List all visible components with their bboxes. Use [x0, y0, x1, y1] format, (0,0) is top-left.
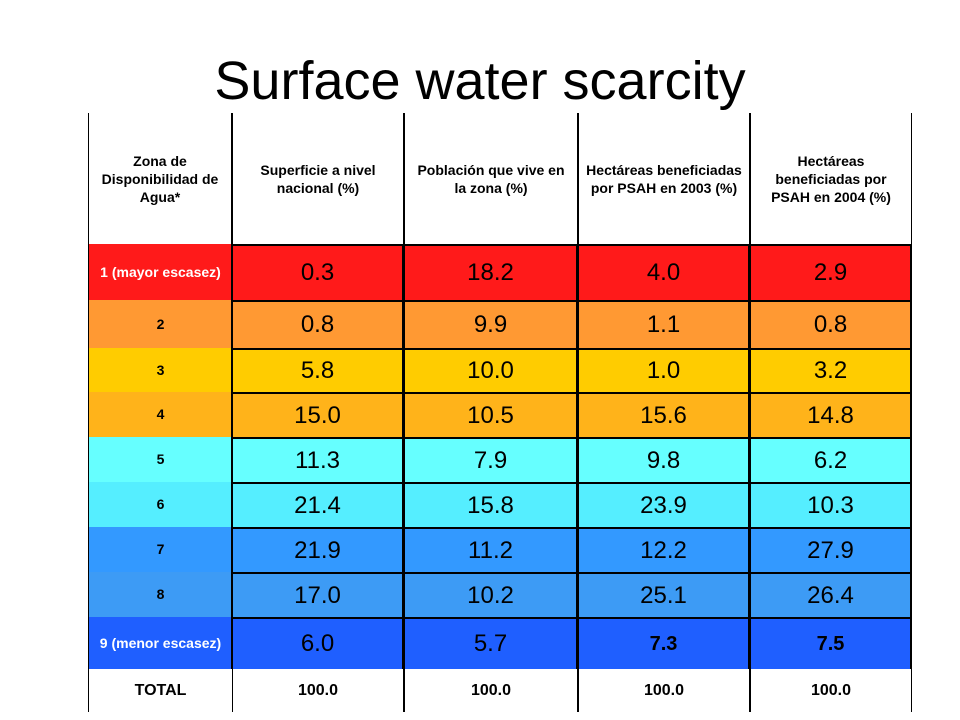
table-cell: 11.2: [403, 527, 578, 574]
table-cell: 12.2: [577, 527, 750, 574]
table-cell: 9.9: [403, 300, 578, 350]
table-cell: 23.9: [577, 482, 750, 529]
table-cell: 0.8: [749, 300, 912, 350]
table-cell: 11.3: [231, 437, 404, 484]
table-cell: 10.2: [403, 572, 578, 619]
table-cell: 5.8: [231, 348, 404, 394]
zone-label: 3: [88, 348, 232, 392]
total-label: TOTAL: [88, 669, 232, 712]
zone-label: 6: [88, 482, 232, 527]
zone-label: 8: [88, 572, 232, 617]
table-cell: 10.0: [403, 348, 578, 394]
table-cell: 7.5: [749, 617, 912, 671]
table-cell: 3.2: [749, 348, 912, 394]
table-cell: 0.3: [231, 244, 404, 302]
table-cell: 10.3: [749, 482, 912, 529]
table-cell: 27.9: [749, 527, 912, 574]
table-cell: 17.0: [231, 572, 404, 619]
column-header: Hectáreas beneficiadas por PSAH en 2003 …: [578, 113, 750, 244]
table-cell: 21.9: [231, 527, 404, 574]
total-cell: 100.0: [750, 669, 912, 712]
column-header: Zona de Disponibilidad de Agua*: [88, 113, 232, 244]
table-cell: 21.4: [231, 482, 404, 529]
table-cell: 0.8: [231, 300, 404, 350]
zone-label: 1 (mayor escasez): [88, 244, 232, 300]
total-cell: 100.0: [404, 669, 578, 712]
table-cell: 7.3: [577, 617, 750, 671]
column-header: Población que vive en la zona (%): [404, 113, 578, 244]
slide-title: Surface water scarcity: [214, 51, 746, 111]
table-cell: 18.2: [403, 244, 578, 302]
table-cell: 1.0: [577, 348, 750, 394]
zone-label: 4: [88, 392, 232, 437]
table-cell: 25.1: [577, 572, 750, 619]
table-cell: 6.2: [749, 437, 912, 484]
table-cell: 10.5: [403, 392, 578, 439]
table-cell: 6.0: [231, 617, 404, 671]
zone-label: 2: [88, 300, 232, 348]
table-cell: 4.0: [577, 244, 750, 302]
total-cell: 100.0: [578, 669, 750, 712]
table-cell: 14.8: [749, 392, 912, 439]
column-header: Superficie a nivel nacional (%): [232, 113, 404, 244]
column-header: Hectáreas beneficiadas por PSAH en 2004 …: [750, 113, 912, 244]
table-cell: 15.8: [403, 482, 578, 529]
table-cell: 26.4: [749, 572, 912, 619]
zone-label: 7: [88, 527, 232, 572]
zone-label: 5: [88, 437, 232, 482]
table-cell: 15.6: [577, 392, 750, 439]
table-cell: 2.9: [749, 244, 912, 302]
zone-label: 9 (menor escasez): [88, 617, 232, 669]
total-cell: 100.0: [232, 669, 404, 712]
table-cell: 9.8: [577, 437, 750, 484]
table-cell: 1.1: [577, 300, 750, 350]
table-cell: 5.7: [403, 617, 578, 671]
table-cell: 7.9: [403, 437, 578, 484]
table-cell: 15.0: [231, 392, 404, 439]
